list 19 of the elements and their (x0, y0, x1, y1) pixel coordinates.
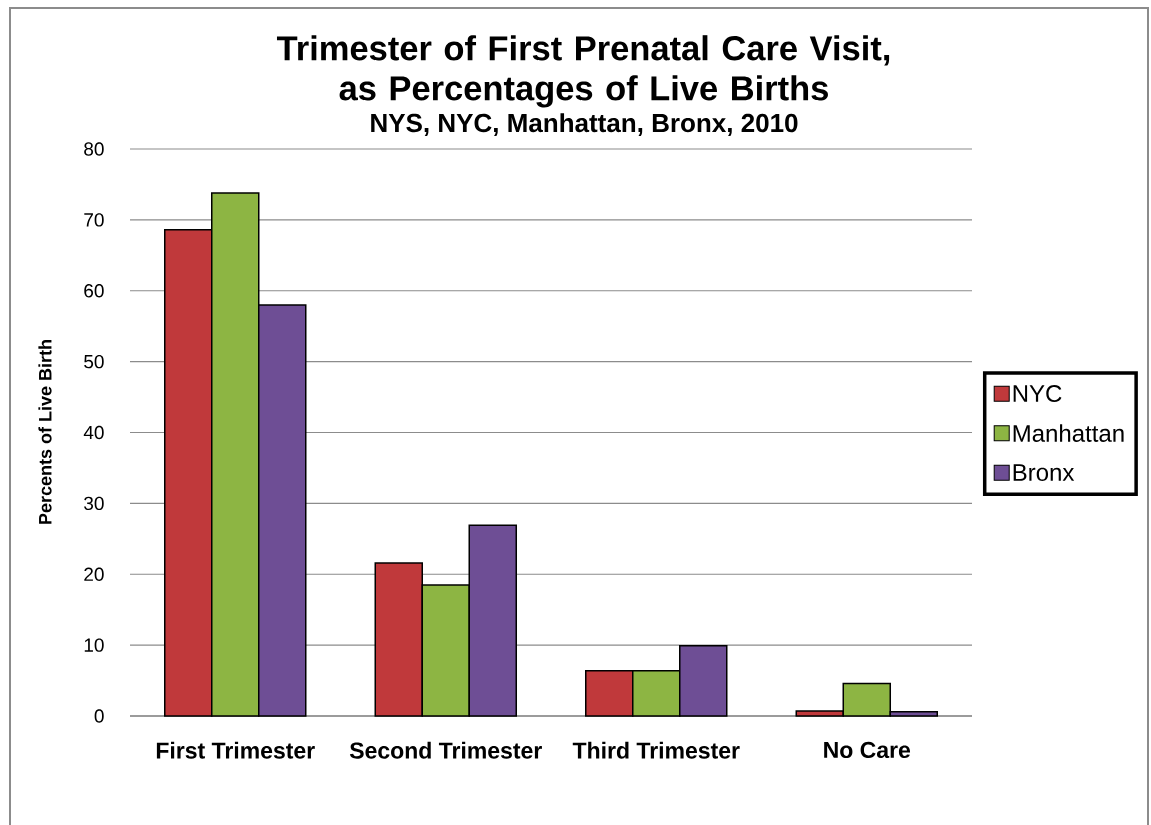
legend-label: Bronx (1013, 464, 1075, 481)
y-axis-title: Percents of Live Birth (38, 340, 52, 524)
y-tick-label: 80 (84, 142, 104, 156)
y-tick-label: 20 (84, 567, 104, 581)
y-tick-label: 30 (84, 496, 104, 511)
y-tick-label: 40 (83, 425, 104, 440)
x-tick-label: Third Trimester (572, 741, 740, 759)
y-tick-label: 0 (94, 709, 104, 723)
legend-label: NYC (1013, 385, 1062, 403)
chart-title: Trimester of First Prenatal Care Visit, as Percentages of Live Births (276, 35, 890, 108)
legend-label: Manhattan (1013, 424, 1124, 442)
y-tick-label: 10 (84, 638, 104, 652)
x-tick-label: First Trimester (156, 741, 315, 759)
x-tick-label: No Care (824, 741, 911, 759)
x-tick-label: Second Trimester (349, 741, 542, 759)
y-tick-label: 70 (84, 213, 104, 227)
y-tick-label: 50 (84, 354, 104, 369)
chart-subtitle: NYS, NYC, Manhattan, Bronx, 2010 (371, 113, 798, 137)
y-tick-label: 60 (84, 284, 104, 298)
